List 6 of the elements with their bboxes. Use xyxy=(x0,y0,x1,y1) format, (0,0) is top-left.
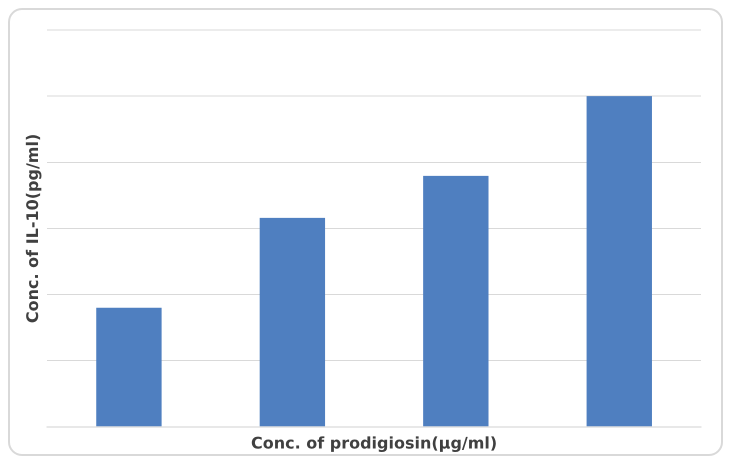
bar xyxy=(586,96,652,426)
y-axis-title: Conc. of IL-10(pg/ml) xyxy=(22,134,42,324)
bar xyxy=(423,176,489,426)
x-axis-title: Conc. of prodigiosin(µg/ml) xyxy=(250,434,498,453)
bar xyxy=(260,218,326,426)
bar xyxy=(96,308,162,426)
